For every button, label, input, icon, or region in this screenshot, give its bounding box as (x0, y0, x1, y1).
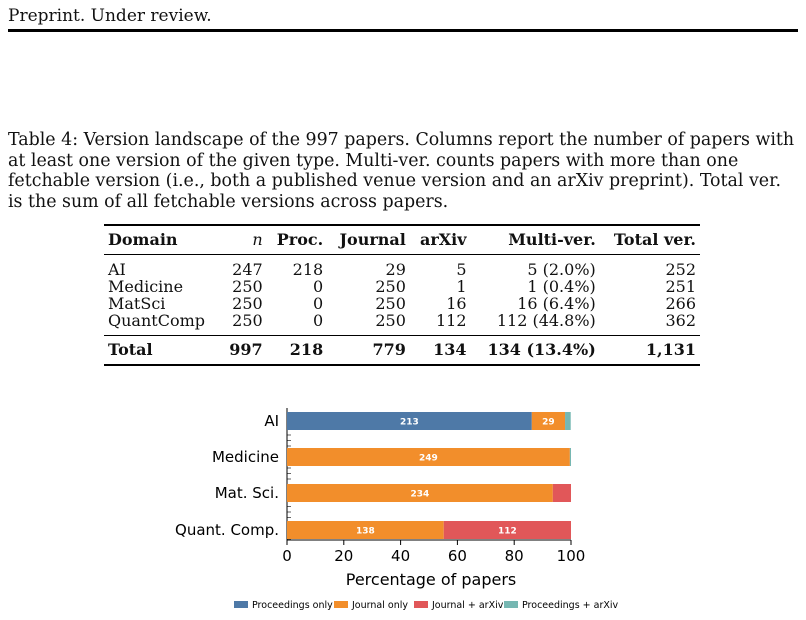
category-label: Mat. Sci. (215, 484, 279, 502)
col-header-domain: Domain (108, 230, 178, 249)
col-header-proc: Proc. (276, 230, 324, 249)
bar-segment (287, 448, 570, 466)
legend-swatch (414, 601, 428, 608)
bar-segment (443, 521, 571, 539)
legend-label: Journal only (351, 600, 408, 611)
category-label: Medicine (212, 448, 279, 466)
table-cell: 0 (313, 311, 324, 330)
x-tick-label: 80 (505, 547, 524, 565)
table-cell: 0 (313, 294, 324, 313)
table-cell: 247 (232, 260, 263, 279)
col-header-totalver: Total ver. (613, 230, 696, 249)
table-cell: 250 (375, 277, 406, 296)
table-total-row: Total 997 218 779 134 134 (13.4%) 1,131 (104, 335, 700, 366)
table-cell: Total (108, 340, 153, 359)
bar-segment (287, 412, 532, 430)
table-cell: 252 (665, 260, 696, 279)
version-table-wrapper: Domain n Proc. Journal arXiv Multi-ver. … (104, 224, 700, 366)
legend-swatch (334, 601, 348, 608)
legend-swatch (234, 601, 248, 608)
bar-segment (552, 484, 571, 502)
table-cell: 250 (232, 277, 263, 296)
col-header-arxiv: arXiv (419, 230, 467, 249)
legend-swatch (504, 601, 518, 608)
x-tick-label: 0 (282, 547, 292, 565)
table-cell: QuantComp (108, 311, 205, 330)
table-cell: AI (108, 260, 126, 279)
table-cell: 16 (446, 294, 467, 313)
stacked-bar-chart: AI Medicine Mat. Sci. Quant. Comp.0 20 40 60 80… (175, 408, 619, 611)
x-axis-label: Percentage of papers (346, 570, 516, 589)
table-cell: 1,131 (645, 340, 696, 359)
table-cell: 1 (456, 277, 467, 296)
table-cell: 266 (665, 294, 696, 313)
table-cell: 1 (0.4%) (527, 277, 596, 296)
bar-segment (287, 521, 444, 539)
bar-value-label: 249 (419, 454, 438, 464)
x-tick-label: 20 (334, 547, 353, 565)
table-cell: 362 (665, 311, 696, 330)
table-cell: MatSci (108, 294, 166, 313)
x-tick-label: 100 (557, 547, 586, 565)
bar-segment (569, 448, 571, 466)
bar-value-label: 234 (411, 490, 430, 500)
bar-segment (531, 412, 566, 430)
table-cell: 0 (313, 277, 324, 296)
table-cell: 250 (375, 294, 406, 313)
table-cell: 29 (385, 260, 406, 279)
table-cell: 250 (375, 311, 406, 330)
category-label: AI (264, 412, 279, 430)
version-landscape-table: Domain n Proc. Journal arXiv Multi-ver. … (104, 224, 700, 366)
table-cell: 112 (436, 311, 467, 330)
legend-label: Proceedings + arXiv (522, 600, 619, 611)
col-header-multiver: Multi-ver. (508, 230, 596, 249)
table-cell: 251 (665, 277, 696, 296)
table-row: QuantComp 250 0 250 112 112 (44.8%) 362 (104, 312, 700, 336)
table-cell: 218 (292, 260, 324, 279)
table-row: Medicine 250 0 250 1 1 (0.4%) 251 (104, 278, 700, 295)
col-header-journal: Journal (339, 230, 406, 249)
bar-value-label: 213 (400, 418, 419, 428)
page-header: Preprint. Under review. (8, 6, 798, 32)
bar-value-label: 29 (542, 418, 555, 428)
table-cell: 134 (433, 340, 467, 359)
table-cell: 5 (2.0%) (527, 260, 596, 279)
table-cell: 5 (456, 260, 467, 279)
table-cell: 997 (229, 340, 263, 359)
table-cell: 218 (289, 340, 324, 359)
x-tick-label: 40 (391, 547, 410, 565)
table-cell: Medicine (108, 277, 184, 296)
table-cell: 250 (232, 294, 263, 313)
x-tick-label: 60 (448, 547, 467, 565)
table-cell: 134 (13.4%) (487, 340, 596, 359)
legend-label: Proceedings only (252, 600, 333, 611)
table-cell: 16 (6.4%) (517, 294, 596, 313)
table-row: MatSci 250 0 250 16 16 (6.4%) 266 (104, 295, 700, 312)
table-row: AI 247 218 29 5 5 (2.0%) 252 (104, 255, 700, 279)
table-cell: 779 (372, 340, 406, 359)
table-cell: 112 (44.8%) (496, 311, 596, 330)
bar-segment (287, 484, 553, 502)
table-caption: Table 4: Version landscape of the 997 pa… (8, 130, 795, 212)
table-cell: 250 (232, 311, 263, 330)
legend-label: Journal + arXiv (431, 600, 504, 611)
table-header-row: Domain n Proc. Journal arXiv Multi-ver. … (104, 225, 700, 255)
col-header-n: n (252, 230, 263, 249)
bar-value-label: 138 (356, 527, 375, 537)
bar-segment (565, 412, 571, 430)
bar-value-label: 112 (498, 527, 517, 537)
category-label: Quant. Comp. (175, 521, 279, 539)
